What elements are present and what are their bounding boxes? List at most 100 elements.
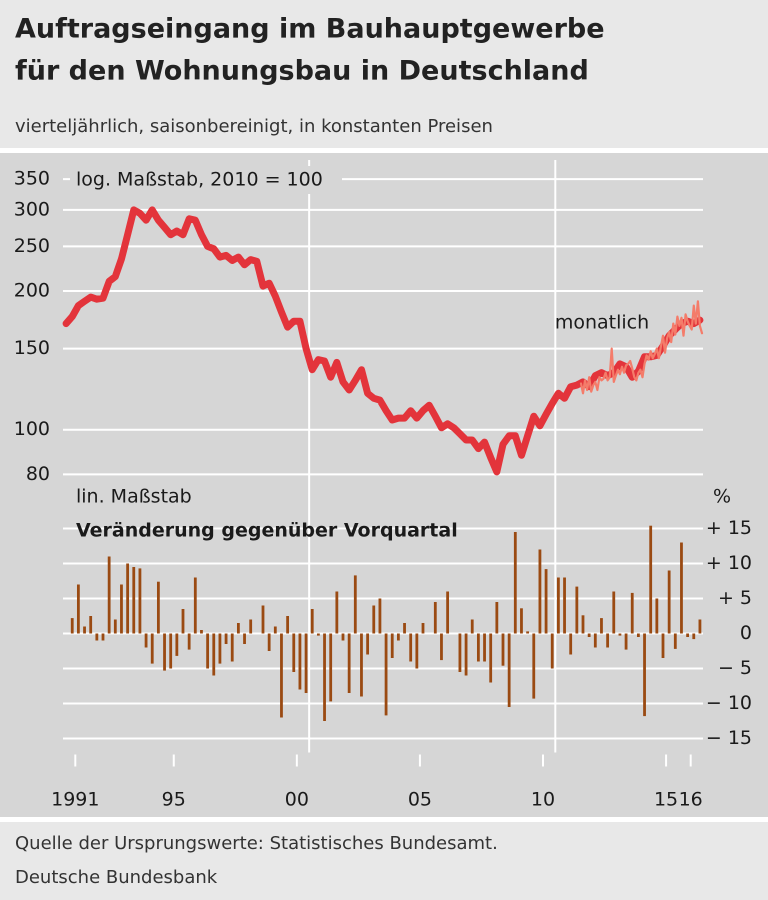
bar bbox=[286, 616, 290, 634]
bar bbox=[335, 591, 339, 634]
line-series bbox=[579, 300, 704, 395]
bar bbox=[624, 633, 628, 650]
bar bbox=[230, 633, 234, 662]
bar bbox=[403, 623, 406, 634]
plot-bg bbox=[0, 153, 768, 817]
bar bbox=[163, 633, 166, 671]
bar bbox=[618, 633, 622, 636]
bar bbox=[378, 598, 382, 634]
series-label: monatlich bbox=[555, 312, 649, 334]
bar bbox=[513, 532, 517, 634]
bar bbox=[280, 633, 283, 718]
y-tick-label: 100 bbox=[14, 418, 50, 440]
bar bbox=[470, 619, 474, 634]
bar bbox=[415, 633, 419, 669]
bar bbox=[83, 626, 86, 634]
bar bbox=[353, 575, 357, 634]
label-bg bbox=[70, 166, 342, 194]
y-tick-label: + 5 bbox=[718, 587, 752, 609]
x-tick-label: 16 bbox=[679, 789, 703, 811]
bar bbox=[126, 563, 130, 634]
bar bbox=[544, 569, 548, 634]
source: Deutsche Bundesbank bbox=[15, 867, 218, 888]
bar bbox=[310, 609, 314, 634]
bar bbox=[587, 633, 591, 637]
bar bbox=[200, 630, 203, 634]
y-tick-label: − 15 bbox=[706, 727, 752, 749]
bar bbox=[458, 633, 462, 672]
bar bbox=[360, 633, 363, 697]
bar bbox=[95, 633, 99, 641]
bar bbox=[341, 633, 345, 641]
bar bbox=[212, 633, 216, 676]
bar bbox=[600, 618, 603, 634]
bar bbox=[501, 633, 505, 666]
bar bbox=[643, 633, 646, 717]
bar bbox=[298, 633, 302, 690]
bar bbox=[673, 633, 677, 649]
bar bbox=[366, 633, 370, 655]
bar bbox=[396, 633, 400, 641]
bar bbox=[655, 598, 659, 634]
bar bbox=[206, 633, 210, 669]
bar bbox=[273, 626, 277, 634]
bar bbox=[249, 619, 253, 634]
bar bbox=[132, 567, 136, 634]
y-tick-label: − 10 bbox=[706, 692, 752, 714]
y-tick-label: 300 bbox=[14, 198, 50, 220]
y-tick-label: 80 bbox=[26, 463, 50, 485]
bar bbox=[446, 591, 450, 634]
y-tick-label: + 10 bbox=[706, 552, 752, 574]
bar bbox=[89, 616, 93, 634]
bar bbox=[409, 633, 413, 662]
bar bbox=[569, 633, 573, 655]
bar bbox=[421, 623, 425, 634]
y-tick-label: + 15 bbox=[706, 517, 752, 539]
bar bbox=[495, 602, 499, 634]
bar bbox=[70, 618, 74, 634]
bar bbox=[175, 633, 179, 656]
y-tick-label: − 5 bbox=[718, 657, 752, 679]
bar bbox=[606, 633, 610, 648]
bar bbox=[156, 581, 160, 634]
annotation: lin. Maßstab bbox=[76, 486, 192, 508]
bar bbox=[316, 633, 320, 636]
source: Quelle der Ursprungswerte: Statistisches… bbox=[15, 833, 498, 854]
bar bbox=[329, 633, 333, 702]
bar bbox=[323, 633, 326, 721]
bar bbox=[138, 568, 142, 634]
bar bbox=[680, 542, 683, 634]
bar bbox=[550, 633, 554, 669]
bar bbox=[612, 591, 616, 634]
bar bbox=[107, 556, 111, 634]
bar bbox=[113, 619, 117, 634]
footer-bg bbox=[0, 822, 768, 900]
subtitle: vierteljährlich, saisonbereinigt, in kon… bbox=[15, 116, 493, 137]
bar bbox=[390, 633, 394, 658]
bar bbox=[101, 633, 105, 641]
header-bg bbox=[0, 0, 768, 148]
bar bbox=[236, 623, 240, 634]
bar bbox=[464, 633, 468, 676]
title: für den Wohnungsbau in Deutschland bbox=[15, 56, 589, 87]
x-tick-label: 1991 bbox=[51, 789, 99, 811]
line-series bbox=[62, 206, 704, 476]
bar bbox=[476, 633, 480, 662]
x-tick-label: 15 bbox=[654, 789, 678, 811]
panel-title: Veränderung gegenüber Vorquartal bbox=[76, 520, 458, 542]
bar bbox=[218, 633, 222, 664]
bar bbox=[649, 525, 653, 634]
bar bbox=[187, 633, 191, 650]
bar bbox=[661, 633, 665, 658]
bar bbox=[686, 633, 690, 637]
bar bbox=[193, 577, 197, 634]
bar bbox=[243, 633, 246, 644]
x-tick-label: 95 bbox=[162, 789, 186, 811]
bar bbox=[150, 633, 154, 664]
title: Auftragseingang im Bauhauptgewerbe bbox=[15, 14, 605, 45]
bar bbox=[181, 609, 185, 634]
bar bbox=[636, 633, 640, 637]
x-tick-label: 00 bbox=[285, 789, 309, 811]
y-tick-label: 150 bbox=[14, 337, 50, 359]
